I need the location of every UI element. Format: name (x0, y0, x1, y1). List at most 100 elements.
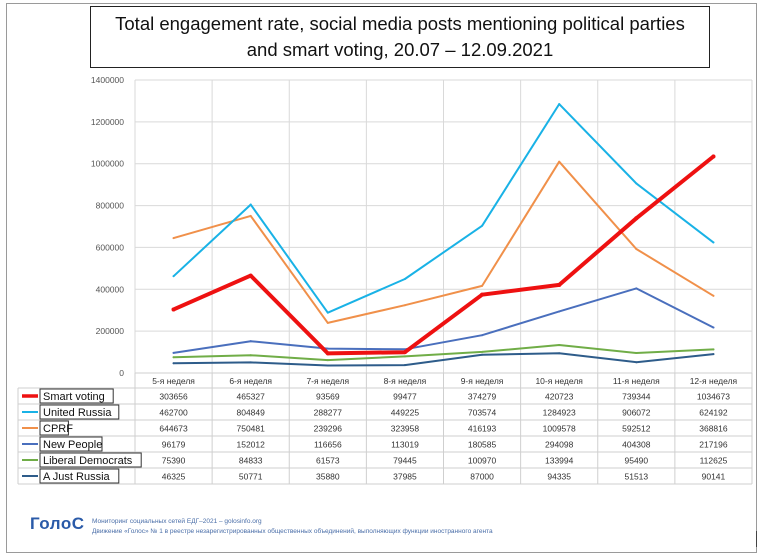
table-value: 644673 (159, 424, 188, 434)
table-value: 87000 (470, 472, 494, 482)
series-line-2 (172, 160, 715, 324)
table-value: 404308 (622, 440, 651, 450)
table-value: 303656 (159, 392, 188, 402)
data-point (172, 237, 175, 240)
data-point (481, 334, 484, 337)
data-point (172, 362, 175, 365)
data-point (326, 364, 329, 367)
table-value: 94335 (547, 472, 571, 482)
table-value: 739344 (622, 392, 651, 402)
table-value: 84833 (239, 456, 263, 466)
data-point (326, 311, 329, 314)
data-point (171, 307, 176, 312)
data-point (249, 214, 252, 217)
chart-frame (6, 3, 757, 553)
data-point (635, 247, 638, 250)
table-value: 113019 (391, 440, 419, 450)
data-point (635, 352, 638, 355)
y-tick-label: 600000 (96, 242, 125, 252)
y-tick-label: 400000 (96, 284, 125, 294)
data-point (249, 361, 252, 364)
x-category-label: 5-я неделя (152, 376, 195, 386)
data-point (712, 294, 715, 297)
x-category-label: 10-я неделя (535, 376, 583, 386)
legend-label: CPRF (43, 423, 73, 435)
table-value: 90141 (702, 472, 726, 482)
table-value: 100970 (468, 456, 497, 466)
data-point (326, 347, 329, 350)
footer-line-2: Движение «Голос» № 1 в реестре незарегис… (92, 528, 493, 535)
y-tick-label: 1000000 (91, 159, 124, 169)
data-point (712, 348, 715, 351)
data-point (558, 310, 561, 313)
data-point (481, 350, 484, 353)
table-value: 449225 (391, 408, 420, 418)
table-value: 420723 (545, 392, 574, 402)
table-value: 323958 (391, 424, 420, 434)
y-tick-label: 0 (119, 368, 124, 378)
table-value: 624192 (699, 408, 728, 418)
table-value: 46325 (162, 472, 186, 482)
legend-label: Smart voting (43, 391, 105, 403)
data-point (402, 350, 407, 355)
table-value: 61573 (316, 456, 340, 466)
data-point (249, 354, 252, 357)
table-value: 368816 (699, 424, 728, 434)
table-value: 37985 (393, 472, 417, 482)
data-point (634, 216, 639, 221)
table-value: 180585 (468, 440, 497, 450)
table-value: 93569 (316, 392, 340, 402)
golos-logo: ГолоС (30, 514, 85, 533)
series-line-1 (172, 103, 715, 314)
series-line-5 (172, 352, 715, 367)
data-point (635, 287, 638, 290)
data-point (172, 275, 175, 278)
data-point (249, 203, 252, 206)
data-point (325, 351, 330, 356)
data-point (635, 182, 638, 185)
chart-title-box: Total engagement rate, social media post… (90, 6, 710, 68)
table-value: 592512 (622, 424, 651, 434)
data-point (172, 351, 175, 354)
data-point (712, 353, 715, 356)
y-tick-label: 200000 (96, 326, 125, 336)
table-value: 239296 (314, 424, 343, 434)
table-value: 217196 (699, 440, 728, 450)
legend-label: United Russia (43, 407, 112, 419)
table-value: 51513 (624, 472, 648, 482)
data-point (326, 359, 329, 362)
y-tick-label: 800000 (96, 201, 125, 211)
x-category-label: 11-я неделя (613, 376, 660, 386)
table-value: 465327 (237, 392, 266, 402)
table-value: 804849 (237, 408, 266, 418)
data-point (557, 282, 562, 287)
data-point (712, 326, 715, 329)
data-point (403, 277, 406, 280)
table-value: 99477 (393, 392, 417, 402)
table-value: 374279 (468, 392, 497, 402)
data-point (248, 273, 253, 278)
edge-mark (756, 531, 757, 547)
table-value: 112625 (700, 456, 728, 466)
series-line-3 (172, 287, 715, 354)
table-value: 1284923 (543, 408, 576, 418)
data-point (481, 284, 484, 287)
legend-label: Liberal Democrats (43, 455, 133, 467)
table-value: 95490 (624, 456, 648, 466)
table-value: 35880 (316, 472, 340, 482)
legend-label: A Just Russia (43, 471, 111, 483)
data-point (481, 224, 484, 227)
data-point (711, 154, 716, 159)
y-tick-label: 1200000 (91, 117, 124, 127)
table-value: 906072 (622, 408, 651, 418)
series-line-4 (172, 344, 715, 362)
x-category-label: 7-я неделя (306, 376, 349, 386)
data-point (558, 103, 561, 106)
table-value: 416193 (468, 424, 497, 434)
table-value: 750481 (237, 424, 266, 434)
legend-label-box (39, 420, 69, 436)
data-point (635, 361, 638, 364)
table-value: 133994 (545, 456, 574, 466)
legend-label-box (39, 452, 142, 468)
